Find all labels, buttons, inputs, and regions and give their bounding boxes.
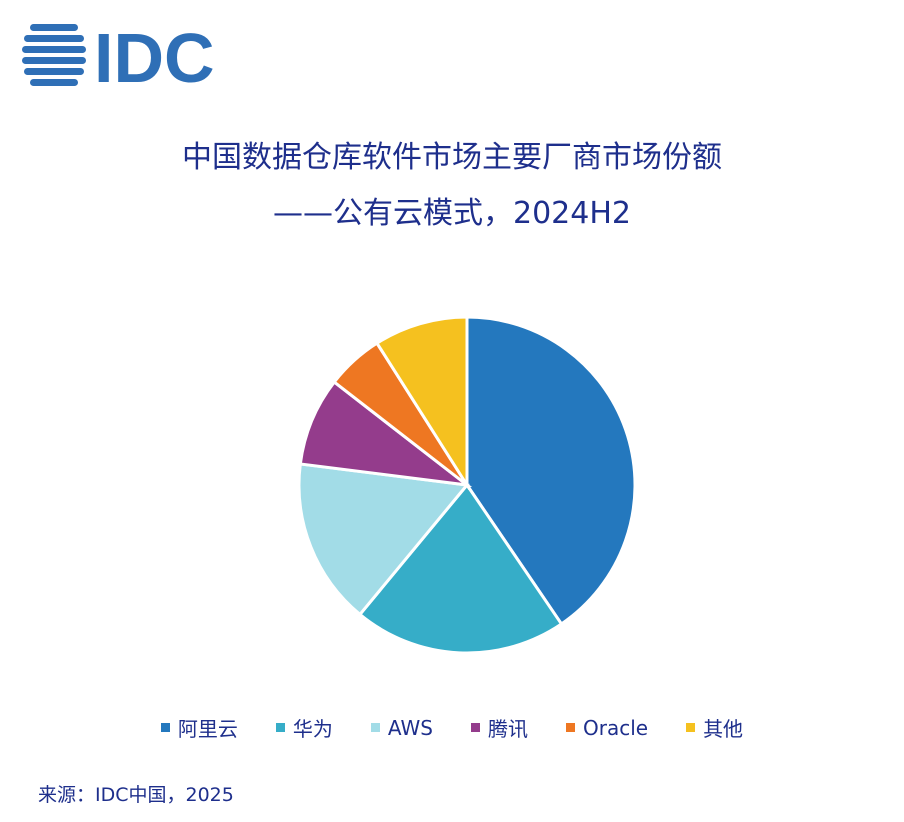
legend-item: AWS [370,713,433,742]
globe-icon [22,24,86,86]
legend-item: 华为 [275,713,333,742]
pie-chart [297,315,637,655]
legend-swatch [370,723,380,732]
pie-slice-1 [357,482,564,655]
legend-label: Oracle [582,715,649,740]
legend-item: Oracle [565,713,649,742]
idc-logo: IDC [22,19,215,88]
pie-slice-0 [465,315,637,627]
legend-swatch [686,723,696,732]
legend-item: 其他 [686,713,743,742]
pie-slice-2 [297,462,470,617]
source-note: 来源：IDC中国，2025 [38,784,234,806]
chart-legend: 阿里云 华为 AWS 腾讯 Oracle 其他 [0,713,904,742]
legend-label: 其他 [703,717,744,741]
legend-label: 阿里云 [177,717,238,741]
legend-label: 腾讯 [487,717,528,741]
legend-item: 腾讯 [470,713,528,742]
pie-slice-5 [374,315,469,491]
legend-swatch [275,723,285,732]
legend-swatch [565,723,575,732]
logo-text: IDC [94,19,215,88]
chart-subtitle: ——公有云模式，2024H2 [273,196,631,231]
legend-swatch [470,723,480,732]
legend-swatch [160,723,170,732]
pie-slice-3 [298,379,473,488]
legend-item: 阿里云 [160,713,238,742]
legend-label: AWS [387,715,433,740]
chart-title: 中国数据仓库软件市场主要厂商市场份额 [182,140,722,175]
legend-label: 华为 [292,717,333,741]
